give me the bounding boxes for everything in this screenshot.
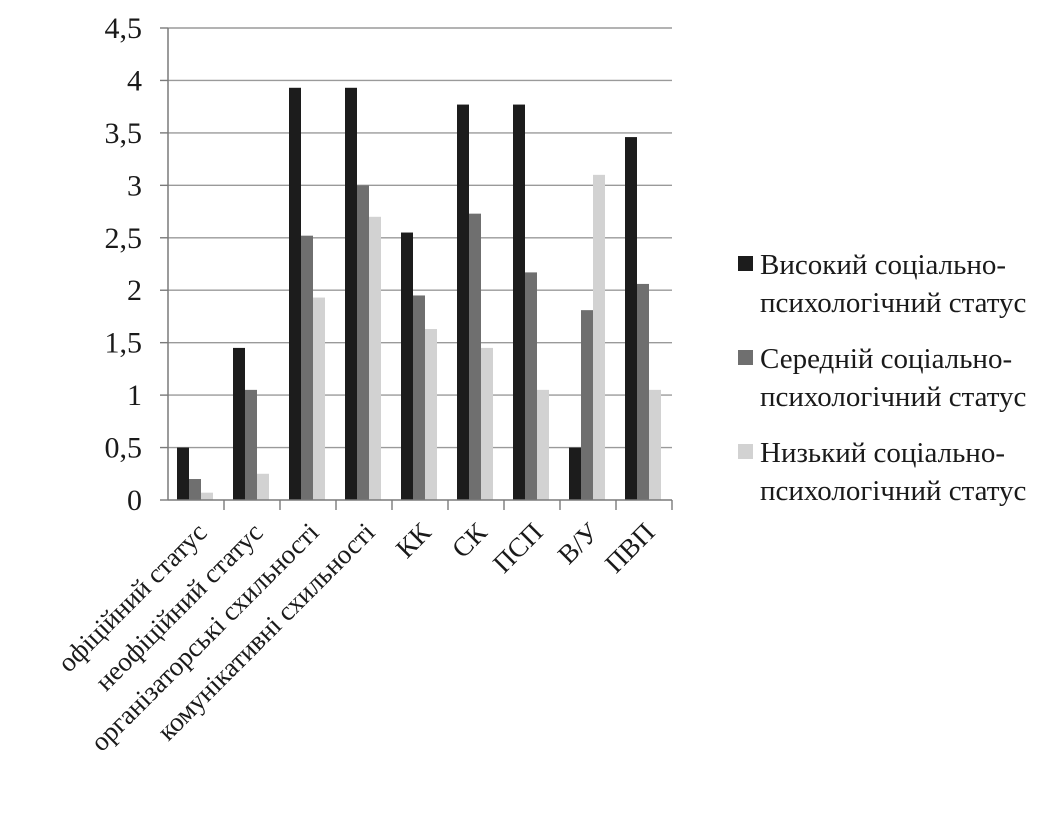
legend-item-high: Високий соціально-психологічний статус	[738, 246, 1048, 322]
legend-label-low: Низький соціально-психологічний статус	[760, 437, 1027, 507]
x-tick-label: В/У	[552, 516, 605, 569]
legend-item-medium: Середній соціально-психологічний статус	[738, 340, 1048, 416]
bar-low	[481, 347, 493, 500]
bar-medium	[469, 213, 481, 501]
y-tick-label: 2,5	[105, 222, 143, 255]
x-tick-label: ПСП	[487, 517, 549, 579]
bar-high	[569, 447, 581, 500]
legend: Високий соціально-психологічний статус С…	[738, 246, 1048, 528]
y-tick-label: 3,5	[105, 117, 143, 150]
y-tick-label: 1,5	[105, 327, 143, 360]
y-tick-label: 2	[127, 274, 142, 307]
legend-swatch-high	[738, 256, 753, 271]
bar-low	[369, 216, 381, 501]
bar-high	[625, 137, 637, 500]
x-tick-label: ПВП	[599, 517, 661, 579]
bar-low	[425, 329, 437, 500]
y-tick-label: 1	[127, 379, 142, 412]
bar-medium	[637, 283, 649, 500]
y-tick-label: 0,5	[105, 432, 143, 465]
bar-medium	[189, 479, 201, 500]
bar-low	[201, 492, 213, 500]
y-tick-labels: 0 0,5 1 1,5 2 2,5 3 3,5 4 4,5	[105, 12, 143, 517]
bar-high	[289, 87, 301, 500]
bar-medium	[245, 389, 257, 500]
x-tick-label: організаторські схильності	[85, 517, 325, 757]
legend-swatch-medium	[738, 350, 753, 365]
legend-label-medium: Середній соціально-психологічний статус	[760, 343, 1027, 413]
bar-high	[233, 347, 245, 500]
legend-item-low: Низький соціально-психологічний статус	[738, 434, 1048, 510]
y-tick-label: 0	[127, 484, 142, 517]
y-tick-label: 3	[127, 169, 142, 202]
bar-high	[345, 87, 357, 500]
y-tick-label: 4,5	[105, 12, 143, 45]
bar-low	[313, 297, 325, 500]
bar-high	[457, 104, 469, 501]
legend-swatch-low	[738, 444, 753, 459]
bar-low	[649, 389, 661, 500]
y-tick-label: 4	[127, 64, 142, 97]
bar-medium	[357, 185, 369, 501]
bar-low	[537, 389, 549, 500]
bar-low	[593, 174, 605, 500]
bar-medium	[525, 272, 537, 500]
bars	[177, 87, 661, 501]
x-tick-label: СК	[446, 516, 493, 563]
bar-high	[401, 232, 413, 501]
x-tick-label: КК	[390, 516, 437, 563]
legend-label-high: Високий соціально-психологічний статус	[760, 249, 1027, 319]
bar-medium	[301, 235, 313, 500]
bar-low	[257, 473, 269, 500]
bar-medium	[581, 310, 593, 500]
bar-medium	[413, 295, 425, 500]
bar-high	[513, 104, 525, 501]
axes	[160, 27, 673, 510]
bar-high	[177, 447, 189, 500]
